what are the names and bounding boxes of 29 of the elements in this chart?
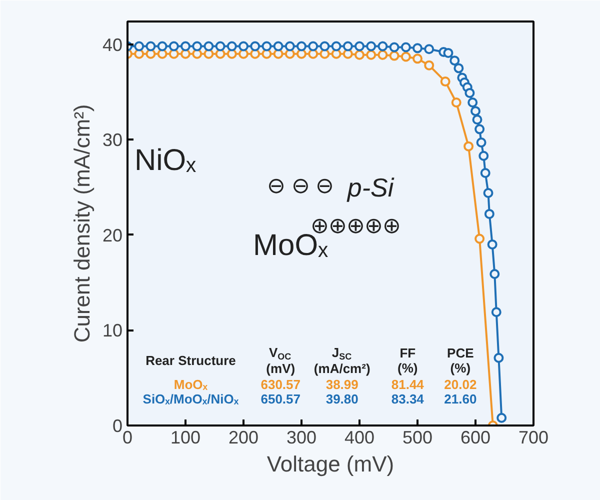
annotation: ⊖ ⊖ ⊖ xyxy=(267,172,334,198)
annotation: 630.57 xyxy=(260,377,301,392)
y-tick-label: 40 xyxy=(102,34,123,55)
annotation: 20.02 xyxy=(444,377,477,392)
annotation: PCE (%) xyxy=(447,346,474,376)
x-tick-label: 600 xyxy=(460,428,491,448)
annotation: FF (%) xyxy=(398,346,418,376)
annotation: 21.60 xyxy=(444,391,477,406)
x-tick-label: 300 xyxy=(286,428,317,448)
x-tick-label: 100 xyxy=(170,428,201,448)
y-axis-title: Curent density (mA/cm²) xyxy=(69,104,94,343)
y-tick-label: 10 xyxy=(102,320,123,341)
annotation: 38.99 xyxy=(326,377,358,392)
annotation: SiOₓ/MoOₓ/NiOₓ xyxy=(142,391,239,406)
annotation: 83.34 xyxy=(391,391,425,406)
annotation: p-Si xyxy=(346,172,395,202)
x-tick-label: 400 xyxy=(344,428,375,448)
x-tick-label: 700 xyxy=(518,428,549,448)
annotation: 650.57 xyxy=(260,391,301,406)
y-tick-label: 20 xyxy=(102,225,123,246)
x-axis-title: Voltage (mV) xyxy=(266,452,394,476)
x-tick-label: 200 xyxy=(228,428,259,448)
x-tick-label: 500 xyxy=(402,428,433,448)
annotation: 81.44 xyxy=(391,377,425,392)
annotation: NiOₓ xyxy=(134,144,196,178)
annotation: Rear Structure xyxy=(146,353,236,368)
annotation: 39.80 xyxy=(326,391,358,406)
annotation: MoOₓ xyxy=(174,377,208,392)
y-tick-label: 30 xyxy=(102,130,123,150)
